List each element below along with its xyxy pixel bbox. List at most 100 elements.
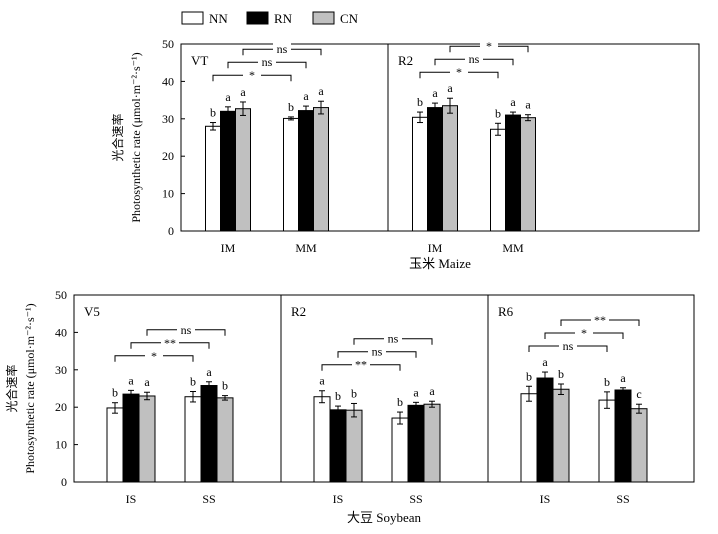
bracket-label-bg [465,53,483,65]
bar-rn-is [329,409,347,483]
bar-nn-im [205,125,221,232]
soybean-chart: 0 10 20 30 40 50 光合速率 Photosynthetic rate (μmol… [4,288,695,525]
bar-rn-mm [298,110,314,232]
y-tick-label: 40 [55,325,67,339]
bar-cn-ss [630,408,648,483]
y-tick-label: 50 [162,37,174,51]
legend-label-cn: CN [340,11,359,26]
significance-letter: b [417,95,423,109]
significance-letter: b [288,100,294,114]
significance-letter: a [319,374,325,388]
comparison-significance: ns [469,52,480,66]
bracket-label-bg [273,43,291,55]
significance-letter: a [413,385,419,399]
x-axis-crop-label: 大豆 Soybean [347,510,422,525]
panel-label-v5: V5 [84,304,100,319]
y-tick-label: 30 [55,363,67,377]
y-tick-label: 10 [55,438,67,452]
significance-letter: a [144,375,150,389]
y-tick-label: 0 [61,475,67,489]
panel-label-r2: R2 [291,304,306,319]
significance-letter: a [510,95,516,109]
bar-rn-is [122,393,140,483]
significance-letter: b [558,367,564,381]
legend-label-nn: NN [209,11,228,26]
bar-cn-im [235,108,251,232]
significance-letter: b [222,379,228,393]
comparison-significance: * [249,68,255,82]
significance-letter: a [240,85,246,99]
bar-cn-ss [423,403,441,483]
x-axis-crop-label: 玉米 Maize [409,256,471,271]
significance-letter: a [429,384,435,398]
comparison-significance: ns [181,323,192,337]
bar-nn-is [313,396,331,483]
comparison-significance: * [581,326,587,340]
bar-nn-mm [283,117,299,232]
bar-rn-im [427,107,443,232]
significance-letter: b [604,375,610,389]
bracket-label-bg [559,340,577,352]
comparison-significance: * [151,349,157,363]
comparison-significance: * [486,39,492,53]
significance-letter: b [335,389,341,403]
significance-letter: a [318,84,324,98]
bar-rn-ss [200,385,218,483]
significance-letter: b [112,386,118,400]
legend-swatch-cn [312,11,335,25]
bracket-label-bg [480,40,498,52]
bar-nn-ss [184,396,202,483]
comparison-significance: ** [164,336,176,350]
maize-chart: 0 10 20 30 40 50 光合速率 Photosynthetic rate (μmol… [110,37,700,271]
x-tick-label-mm: MM [295,241,317,255]
bar-nn-is [106,407,124,483]
bar-nn-ss [391,417,409,483]
significance-letter: a [542,355,548,369]
significance-letter: a [620,371,626,385]
x-tick-label-ss: SS [202,492,215,506]
significance-letter: a [206,365,212,379]
x-tick-label-ss: SS [616,492,629,506]
plot-frame [73,294,695,483]
comparison-significance: ** [355,358,367,372]
bar-nn-is [520,393,538,483]
bar-cn-is [138,395,156,483]
x-tick-label-is: IS [540,492,551,506]
bracket-label-bg [575,327,593,339]
y-tick-label: 40 [162,74,174,88]
bracket-label-bg [177,323,195,335]
x-tick-label-is: IS [126,492,137,506]
significance-letter: b [190,374,196,388]
significance-letter: a [225,90,231,104]
significance-letter: b [351,386,357,400]
y-axis-label-cn: 光合速率 [4,364,19,412]
significance-letter: a [432,86,438,100]
x-tick-label-im: IM [221,241,236,255]
legend-swatch-rn [246,11,269,25]
y-axis-label: Photosynthetic rate (μmol·m⁻²·s⁻¹) [129,52,143,222]
y-tick-label: 30 [162,112,174,126]
bar-cn-ss [216,397,234,483]
significance-letter: b [397,395,403,409]
significance-letter: b [210,106,216,120]
x-tick-label-im: IM [428,241,443,255]
bar-cn-mm [313,107,329,232]
y-tick-label: 0 [168,224,174,238]
y-axis-label-cn: 光合速率 [110,113,125,161]
bracket-label-bg [352,358,370,370]
significance-letter: b [495,106,501,120]
bracket-label-bg [384,332,402,344]
bar-nn-mm [490,128,506,232]
comparison-significance: ns [262,55,273,69]
significance-letter: c [636,387,641,401]
bar-cn-is [345,409,363,483]
bracket-label-bg [258,56,276,68]
panel-label-r2: R2 [398,53,413,68]
legend: NN RN CN [181,11,359,26]
significance-letter: a [303,89,309,103]
bracket-label-bg [591,314,609,326]
comparison-significance: ns [277,42,288,56]
y-tick-label: 50 [55,288,67,302]
y-tick-label: 20 [162,149,174,163]
